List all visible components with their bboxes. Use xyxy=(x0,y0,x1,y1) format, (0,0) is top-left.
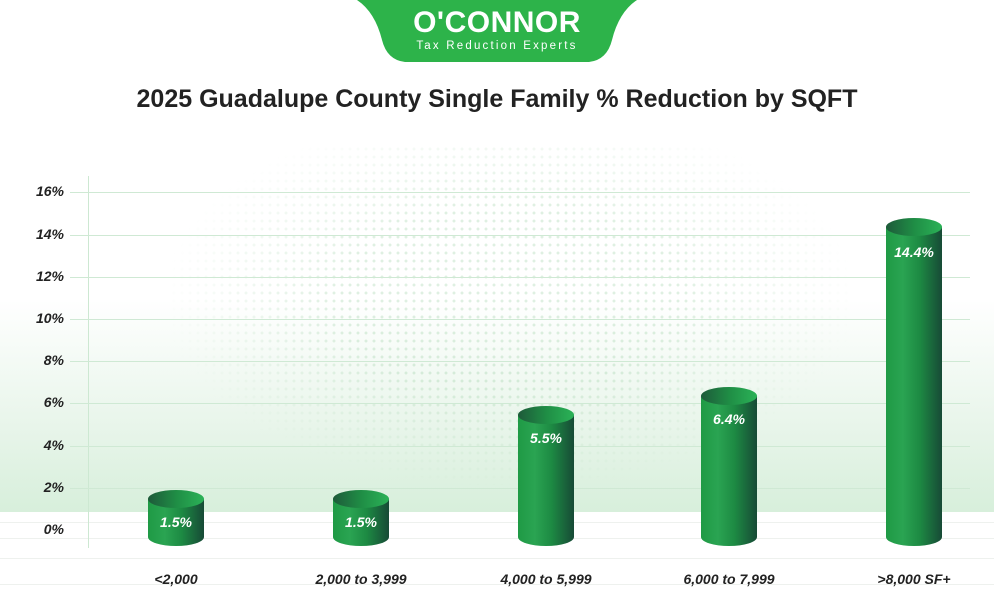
floor-line xyxy=(0,522,994,523)
bar-value-label: 5.5% xyxy=(530,430,562,446)
y-tick-label: 6% xyxy=(43,394,64,410)
cylinder-top xyxy=(886,218,942,236)
cylinder-top xyxy=(518,406,574,424)
y-tick-label: 10% xyxy=(35,310,64,326)
oconnor-logo: O'CONNOR Tax Reduction Experts xyxy=(357,0,637,62)
bar-3: 6.4% xyxy=(701,387,757,546)
cylinder-body xyxy=(701,396,757,546)
bar-value-label: 14.4% xyxy=(894,244,934,260)
gridline xyxy=(70,277,970,278)
gridline xyxy=(70,235,970,236)
logo-name: O'CONNOR xyxy=(413,6,581,39)
x-category-label: 6,000 to 7,999 xyxy=(683,571,775,587)
chart-title: 2025 Guadalupe County Single Family % Re… xyxy=(136,85,858,113)
logo-tagline: Tax Reduction Experts xyxy=(416,40,578,52)
floor-line xyxy=(0,538,994,539)
bar-4: 14.4% xyxy=(886,218,942,546)
cylinder-body xyxy=(518,415,574,546)
bar-0: 1.5% xyxy=(148,490,204,546)
y-tick-label: 12% xyxy=(35,268,64,284)
y-axis-line xyxy=(88,176,89,548)
y-tick-label: 4% xyxy=(43,437,64,453)
y-tick-label: 2% xyxy=(43,479,64,495)
logo-banner-shape xyxy=(357,0,637,62)
y-tick-label: 8% xyxy=(43,352,64,368)
bar-1: 1.5% xyxy=(333,490,389,546)
x-category-label: >8,000 SF+ xyxy=(877,571,951,587)
cylinder-top xyxy=(701,387,757,405)
cylinder-top xyxy=(148,490,204,508)
y-tick-label: 14% xyxy=(35,226,64,242)
x-category-label: 4,000 to 5,999 xyxy=(500,571,592,587)
bar-value-label: 1.5% xyxy=(160,514,192,530)
gridline xyxy=(70,319,970,320)
bar-2: 5.5% xyxy=(518,406,574,546)
gridline xyxy=(70,192,970,193)
cylinder-top xyxy=(333,490,389,508)
gridline xyxy=(70,403,970,404)
bar-value-label: 6.4% xyxy=(713,411,745,427)
bar-value-label: 1.5% xyxy=(345,514,377,530)
background-gradient xyxy=(0,300,994,512)
gridline xyxy=(70,361,970,362)
y-tick-label: 16% xyxy=(35,183,64,199)
cylinder-body xyxy=(886,227,942,546)
x-category-label: 2,000 to 3,999 xyxy=(315,571,407,587)
floor-line xyxy=(0,558,994,559)
floor-line xyxy=(0,584,994,585)
x-category-label: <2,000 xyxy=(154,571,198,587)
y-tick-label: 0% xyxy=(43,521,64,537)
